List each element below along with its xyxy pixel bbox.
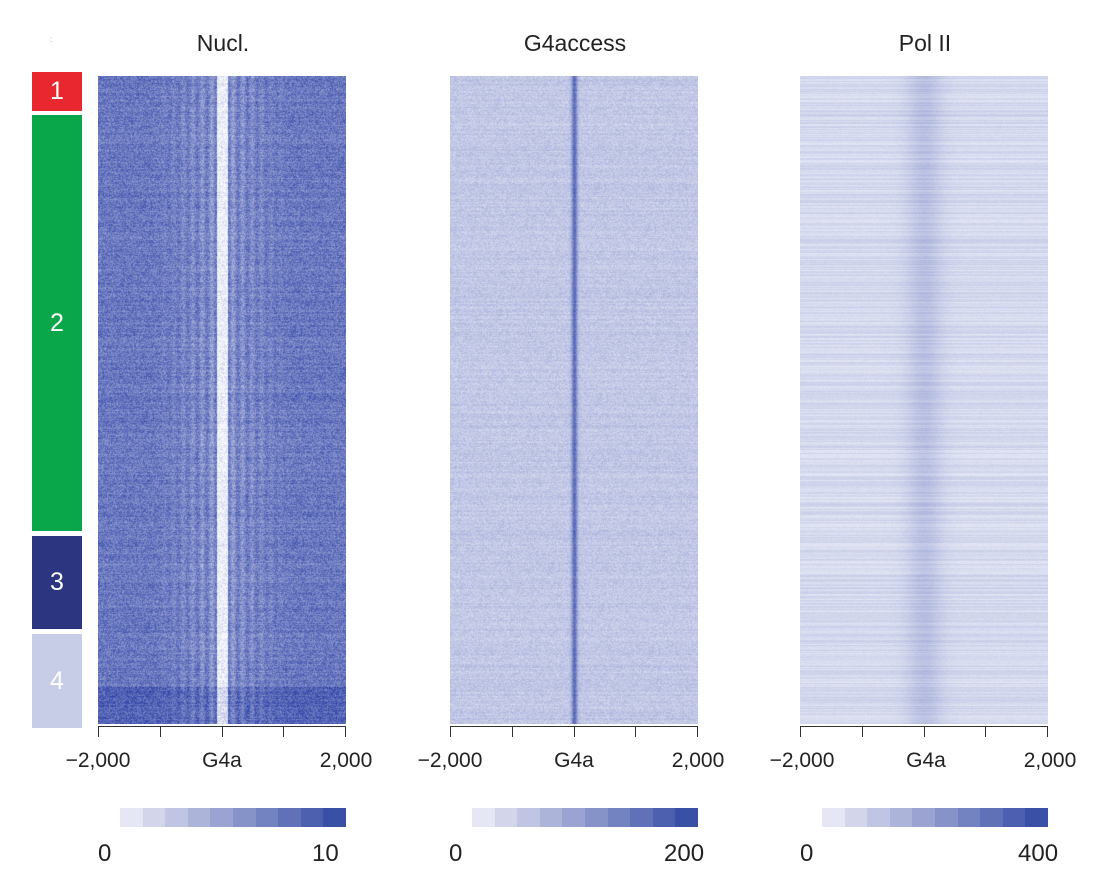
- cluster-4-label: 4: [50, 666, 64, 695]
- colorbar-step: [472, 808, 496, 827]
- panel-title-pol2: Pol II: [898, 30, 952, 56]
- x-tick-mark: [862, 727, 863, 737]
- xtick-g4access-min: −2,000: [417, 749, 483, 772]
- xtick-g4access-max: 2,000: [671, 749, 725, 772]
- colorbar-nucl-min: 0: [98, 840, 112, 867]
- panel-title-g4access: G4access: [523, 30, 627, 56]
- x-tick-mark: [345, 727, 346, 737]
- colorbar-step: [255, 808, 279, 827]
- colorbar-step: [1025, 808, 1049, 827]
- xtick-g4access-center: G4a: [554, 749, 594, 772]
- colorbar-step: [585, 808, 609, 827]
- colorbar-g4access-max: 200: [664, 840, 705, 867]
- x-tick-mark: [574, 727, 575, 737]
- x-axis-nucl: [98, 726, 346, 727]
- cluster-4: 4: [32, 634, 82, 728]
- x-tick-mark: [512, 727, 513, 737]
- x-axis-pol2: [800, 726, 1048, 727]
- xtick-nucl-center: G4a: [202, 749, 242, 772]
- x-tick-mark: [1047, 727, 1048, 737]
- x-tick-mark: [985, 727, 986, 737]
- heatmap-nucl: [98, 76, 346, 724]
- colorbar-step: [630, 808, 654, 827]
- colorbar-pol2-max: 400: [1018, 840, 1059, 867]
- colorbar-step: [494, 808, 518, 827]
- xtick-pol2-min: −2,000: [769, 749, 835, 772]
- cluster-2-label: 2: [50, 308, 64, 337]
- colorbar-step: [912, 808, 936, 827]
- colorbar-step: [323, 808, 347, 827]
- heatmap-pol2: [800, 76, 1048, 724]
- colorbar-g4access-min: 0: [449, 840, 463, 867]
- x-tick-mark: [450, 727, 451, 737]
- colorbar-pol2-min: 0: [800, 840, 814, 867]
- cluster-1-label: 1: [50, 77, 64, 105]
- cluster-1: 1: [32, 72, 82, 111]
- panel-title-nucl: Nucl.: [196, 30, 250, 56]
- colorbar-step: [165, 808, 189, 827]
- colorbar-step: [957, 808, 981, 827]
- colorbar-step: [210, 808, 234, 827]
- cluster-2: 2: [32, 115, 82, 531]
- x-tick-mark: [98, 727, 99, 737]
- colorbar-step: [867, 808, 891, 827]
- xtick-pol2-max: 2,000: [1023, 749, 1077, 772]
- colorbar-step: [607, 808, 631, 827]
- x-tick-mark: [697, 727, 698, 737]
- colorbar-step: [142, 808, 166, 827]
- colorbar-step: [675, 808, 699, 827]
- x-tick-mark: [160, 727, 161, 737]
- colorbar-step: [562, 808, 586, 827]
- xtick-pol2-center: G4a: [906, 749, 946, 772]
- colorbar-step: [822, 808, 846, 827]
- xtick-nucl-min: −2,000: [65, 749, 131, 772]
- colorbar-step: [539, 808, 563, 827]
- colorbar-step: [935, 808, 959, 827]
- colorbar-step: [300, 808, 324, 827]
- colorbar-step: [652, 808, 676, 827]
- x-tick-mark: [924, 727, 925, 737]
- x-tick-mark: [800, 727, 801, 737]
- cluster-3-label: 3: [50, 568, 64, 596]
- colorbar-step: [120, 808, 144, 827]
- cluster-3: 3: [32, 536, 82, 629]
- heatmap-g4access: [450, 76, 698, 724]
- x-tick-mark: [222, 727, 223, 737]
- colorbar-pol2: [822, 808, 1049, 827]
- x-tick-mark: [283, 727, 284, 737]
- x-tick-mark: [635, 727, 636, 737]
- colorbar-step: [1002, 808, 1026, 827]
- colorbar-step: [517, 808, 541, 827]
- colorbar-step: [278, 808, 302, 827]
- xtick-nucl-max: 2,000: [319, 749, 373, 772]
- x-axis-g4access: [450, 726, 698, 727]
- colorbar-g4access: [472, 808, 699, 827]
- colorbar-step: [233, 808, 257, 827]
- colorbar-nucl: [120, 808, 347, 827]
- colorbar-step: [187, 808, 211, 827]
- colorbar-step: [889, 808, 913, 827]
- colorbar-step: [980, 808, 1004, 827]
- colorbar-step: [844, 808, 868, 827]
- colorbar-nucl-max: 10: [312, 840, 339, 867]
